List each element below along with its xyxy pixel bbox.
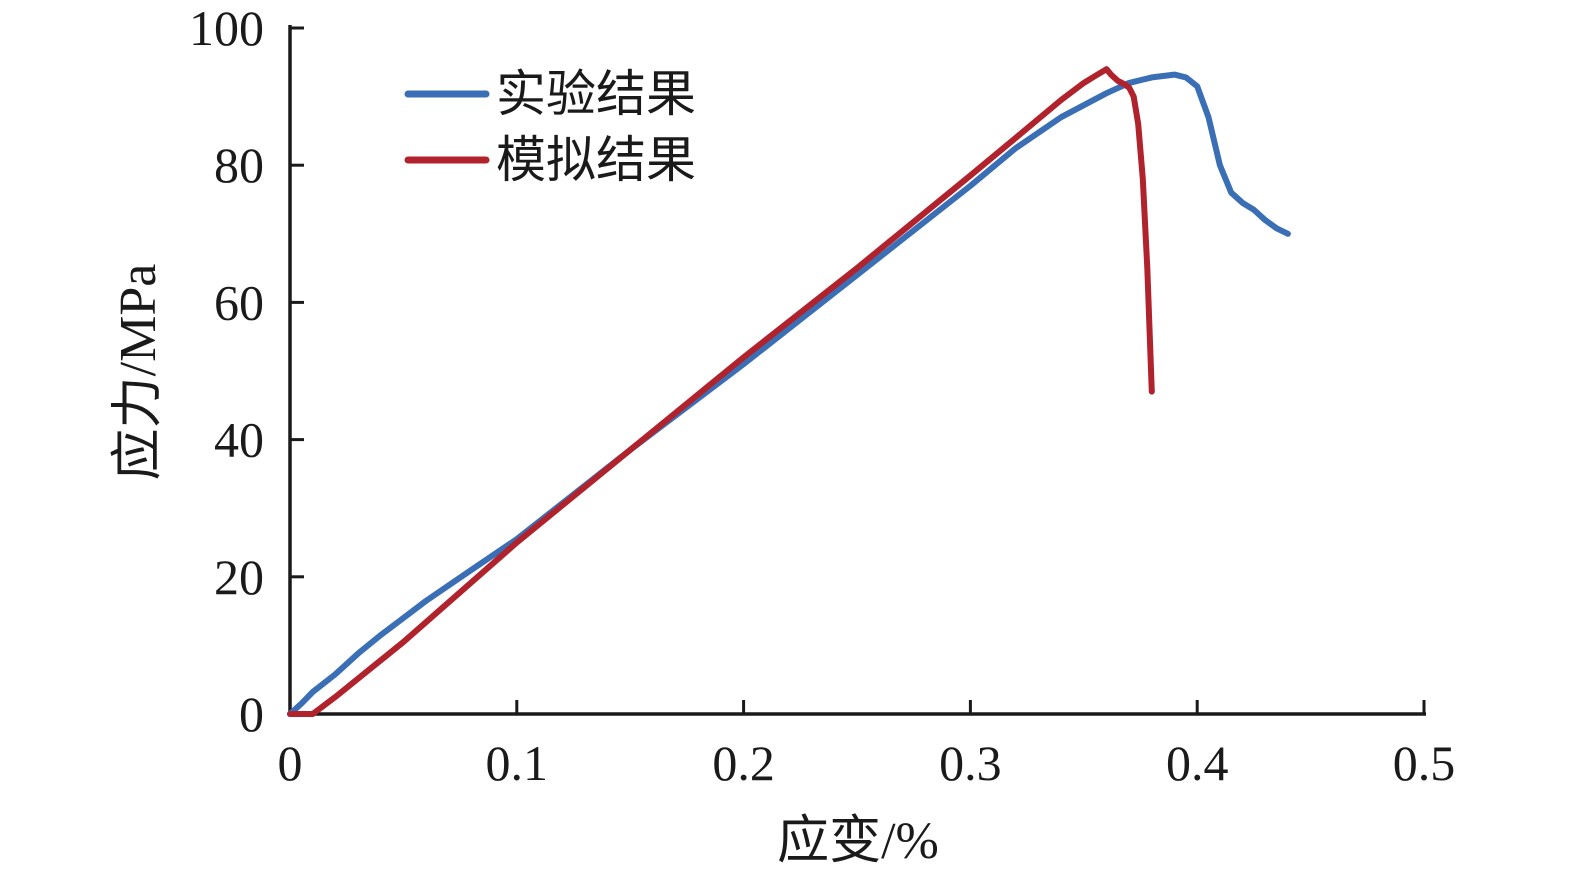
legend-label-1: 实验结果 — [496, 66, 696, 122]
y-tick-label: 100 — [189, 0, 264, 56]
series-line-1 — [287, 71, 1291, 717]
legend-label-2: 模拟结果 — [496, 132, 696, 188]
y-tick-label: 60 — [214, 274, 264, 330]
y-tick-label: 40 — [214, 412, 264, 468]
series-layer — [287, 66, 1291, 717]
axes: 0 0.1 0.2 0.3 0.4 0.5 0 20 40 60 80 100 — [189, 0, 1455, 791]
y-tick-label: 20 — [214, 549, 264, 605]
series-line-2 — [287, 66, 1155, 717]
x-tick-label: 0.2 — [712, 735, 775, 791]
x-tick-label: 0 — [278, 735, 303, 791]
x-tick-label: 0.4 — [1166, 735, 1229, 791]
y-tick-label: 80 — [214, 137, 264, 193]
y-axis-title: 应力/MPa — [110, 264, 167, 481]
x-tick-label: 0.1 — [486, 735, 549, 791]
x-tick-label: 0.3 — [939, 735, 1002, 791]
x-tick-label: 0.5 — [1393, 735, 1456, 791]
y-tick-label: 0 — [239, 686, 264, 742]
x-axis-title: 应变/% — [777, 813, 939, 870]
